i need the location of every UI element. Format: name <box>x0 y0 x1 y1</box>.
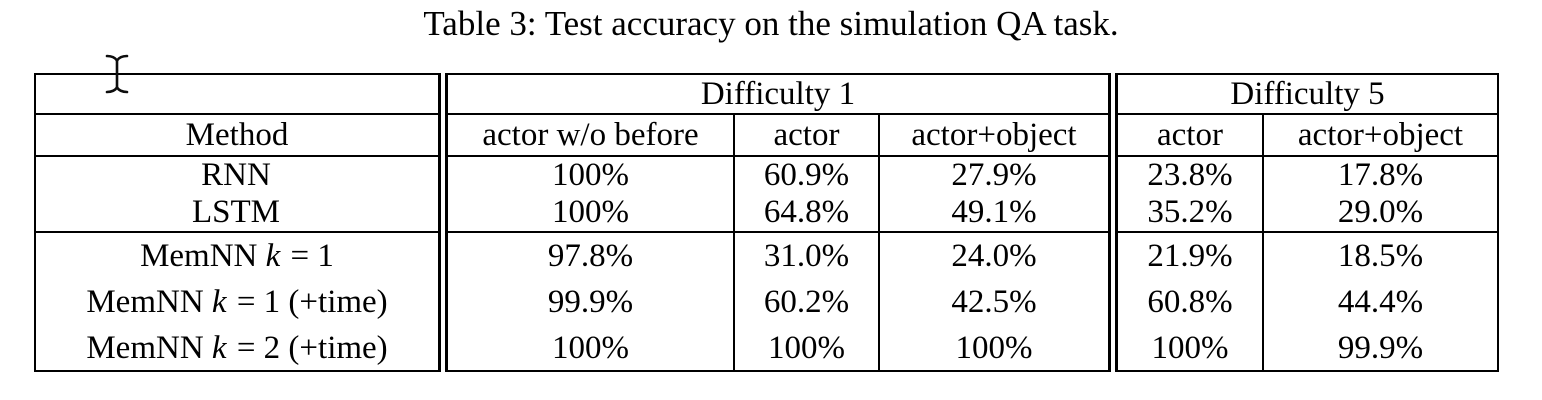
column-header-actor-wo-before-d1: actor w/o before <box>438 114 734 157</box>
table-row-memnn-k1-time: MemNN k = 1 (+time) 99.9% 60.2% 42.5% 60… <box>35 279 1499 326</box>
value-cell: 99.9% <box>438 279 734 326</box>
value-cell: 23.8% <box>1108 156 1263 194</box>
method-name: LSTM <box>191 194 280 230</box>
value-cell: 99.9% <box>1261 326 1499 371</box>
group-header-row: Difficulty 1 Difficulty 5 <box>35 74 1499 115</box>
value-cell: 60.9% <box>733 156 879 194</box>
value-cell: 17.8% <box>1261 156 1499 194</box>
table-caption: Table 3: Test accuracy on the simulation… <box>423 4 1119 43</box>
value-cell: 35.2% <box>1108 194 1263 233</box>
method-cell: MemNN k = 1 <box>35 232 443 279</box>
method-rest: = 1 <box>282 237 334 274</box>
method-name: MemNN <box>86 329 212 366</box>
corner-cell <box>35 74 443 115</box>
table-row-rnn: RNN 100% 60.9% 27.9% 23.8% 17.8% <box>35 156 1499 194</box>
column-header-actor-object-d5: actor+object <box>1261 114 1499 157</box>
table-row-memnn-k2-time: MemNN k = 2 (+time) 100% 100% 100% 100% … <box>35 326 1499 371</box>
method-rest: = 1 (+time) <box>228 284 388 320</box>
value-cell: 97.8% <box>438 232 734 279</box>
difficulty-1-group-header: Difficulty 1 <box>438 74 1113 115</box>
value-cell: 60.2% <box>733 279 879 326</box>
method-math-var: k <box>211 284 227 320</box>
difficulty-5-group-header: Difficulty 5 <box>1107 74 1499 115</box>
method-math-var <box>280 194 282 230</box>
value-cell: 18.5% <box>1261 232 1499 279</box>
method-column-header: Method <box>35 114 443 157</box>
method-name: RNN <box>201 157 271 193</box>
method-math-var <box>271 157 273 193</box>
value-cell: 100% <box>438 326 734 371</box>
method-name: MemNN <box>140 237 266 274</box>
method-cell: MemNN k = 2 (+time) <box>35 326 443 371</box>
value-cell: 42.5% <box>878 279 1113 326</box>
value-cell: 100% <box>733 326 879 371</box>
value-cell: 100% <box>438 194 734 233</box>
column-header-actor-object-d1: actor+object <box>878 114 1113 157</box>
method-cell: MemNN k = 1 (+time) <box>35 279 443 326</box>
method-math-var: k <box>211 329 227 366</box>
value-cell: 29.0% <box>1261 194 1499 233</box>
table-row-memnn-k1: MemNN k = 1 97.8% 31.0% 24.0% 21.9% 18.5… <box>35 232 1499 279</box>
method-cell: LSTM <box>35 194 443 233</box>
method-math-var: k <box>265 237 281 274</box>
value-cell: 44.4% <box>1261 279 1499 326</box>
column-header-row: Method actor w/o before actor actor+obje… <box>35 114 1499 157</box>
method-cell: RNN <box>35 156 443 194</box>
value-cell: 60.8% <box>1108 279 1263 326</box>
value-cell: 100% <box>878 326 1113 371</box>
table-row-lstm: LSTM 100% 64.8% 49.1% 35.2% 29.0% <box>35 194 1499 233</box>
column-header-actor-d1: actor <box>733 114 879 157</box>
method-name: MemNN <box>86 284 212 320</box>
results-table: Difficulty 1 Difficulty 5 Method actor w… <box>34 73 1500 372</box>
value-cell: 64.8% <box>733 194 879 233</box>
value-cell: 100% <box>1108 326 1263 371</box>
value-cell: 21.9% <box>1108 232 1263 279</box>
value-cell: 31.0% <box>733 232 879 279</box>
column-header-actor-d5: actor <box>1108 114 1263 157</box>
value-cell: 24.0% <box>878 232 1113 279</box>
i-beam-text-cursor <box>105 54 129 94</box>
value-cell: 27.9% <box>878 156 1113 194</box>
value-cell: 100% <box>438 156 734 194</box>
value-cell: 49.1% <box>878 194 1113 233</box>
method-rest: = 2 (+time) <box>228 329 388 366</box>
